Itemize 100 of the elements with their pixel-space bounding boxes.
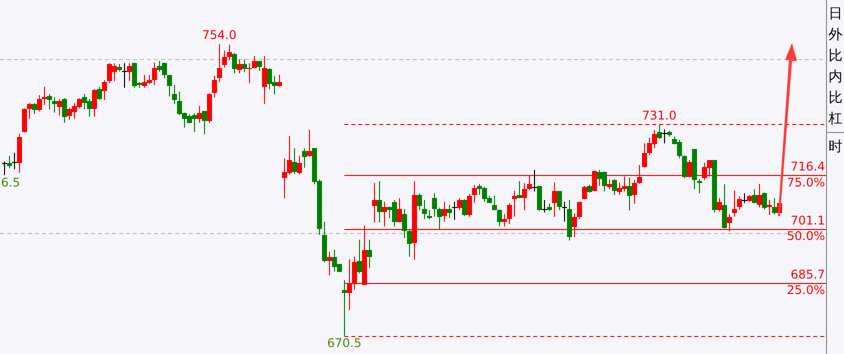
candlestick [247,62,252,84]
candlestick [22,108,27,133]
candlestick [122,62,128,88]
candlestick [467,194,472,218]
candlestick [432,192,437,218]
candlestick [657,124,662,140]
candlestick [472,184,477,204]
candlestick [152,62,157,86]
candlestick [12,152,18,170]
candlestick [522,182,527,211]
candlestick [262,55,267,105]
candlestick [447,204,452,219]
candlestick [737,196,742,210]
candlestick [382,201,387,228]
candlestick [582,185,587,200]
candlestick [97,86,102,100]
annotation: 731.0 [642,108,676,123]
candlestick [292,148,297,175]
candlestick [717,198,722,212]
candlestick [497,208,502,228]
candlestick [297,155,302,175]
candlestick [502,214,507,228]
candlestick [2,161,8,176]
candlestick [542,199,548,214]
candlestick [557,190,562,211]
annotation: 670.5 [327,336,362,350]
candlestick [232,52,237,74]
candlestick [682,155,687,179]
annotation: 50.0% [786,229,825,244]
candlestick [212,75,217,98]
candlestick [742,192,748,204]
text: 时 [828,138,844,157]
candlestick [92,88,97,118]
candlestick [422,199,427,220]
candlestick [342,279,347,336]
candlestick [642,142,647,168]
text: 比 [828,89,844,108]
candlestick [252,55,257,69]
candlestick [507,202,512,225]
annotation: 754.0 [202,28,236,42]
candlestick [772,198,777,215]
candlestick [662,128,668,144]
candlestick [32,102,37,114]
candlestick [762,192,767,210]
candlestick [167,74,172,97]
candlestick [367,239,372,269]
text: 内 [828,68,844,87]
candlestick [552,182,557,218]
candlestick [127,62,132,82]
candlestick [52,96,57,114]
candlestick [197,105,202,124]
candlestick [42,86,47,106]
candlestick [217,44,222,82]
text: 日 [828,5,844,24]
candlestick [732,190,737,218]
candlestick [767,199,772,216]
annotation: 25.0% [786,282,825,297]
candlestick [512,190,517,218]
candlestick [722,184,727,230]
candlestick [397,198,402,223]
candlestick [577,201,582,220]
candlestick [37,94,42,112]
candlestick [462,198,467,217]
candlestick [202,110,207,135]
candlestick [172,84,177,105]
candlestick [402,208,407,239]
candlestick [417,192,422,211]
candlestick [757,183,762,208]
candlestick [607,178,612,190]
text: 杠 [828,110,844,129]
candlestick [302,148,307,168]
candlestick [277,74,282,88]
candlestick [377,180,382,223]
candlestick [457,198,462,211]
text: 外 [828,26,844,45]
candlestick [427,210,432,220]
candlestick [627,177,632,211]
candlestick [612,178,617,196]
candlestick [307,130,312,158]
candlestick [537,185,542,212]
ref-line-label: 701.1 [790,214,825,228]
candlestick [102,80,107,100]
candlestick [687,160,692,178]
text: 比 [828,47,844,66]
annotation: 6.5 [1,175,20,190]
candlestick [237,58,242,74]
candlestick [752,188,757,204]
candlestick [47,94,52,110]
candlestick [532,169,538,192]
candlestick [7,155,12,169]
candlestick [437,207,442,230]
candlestick [357,239,362,274]
candlestick [372,182,377,224]
candlestick [227,44,232,61]
ref-line-label: 685.7 [790,268,825,282]
candlestick [27,102,32,120]
candlestick [452,201,458,220]
candlestick [442,201,447,222]
candlestick [517,180,522,199]
candlestick [327,251,332,276]
